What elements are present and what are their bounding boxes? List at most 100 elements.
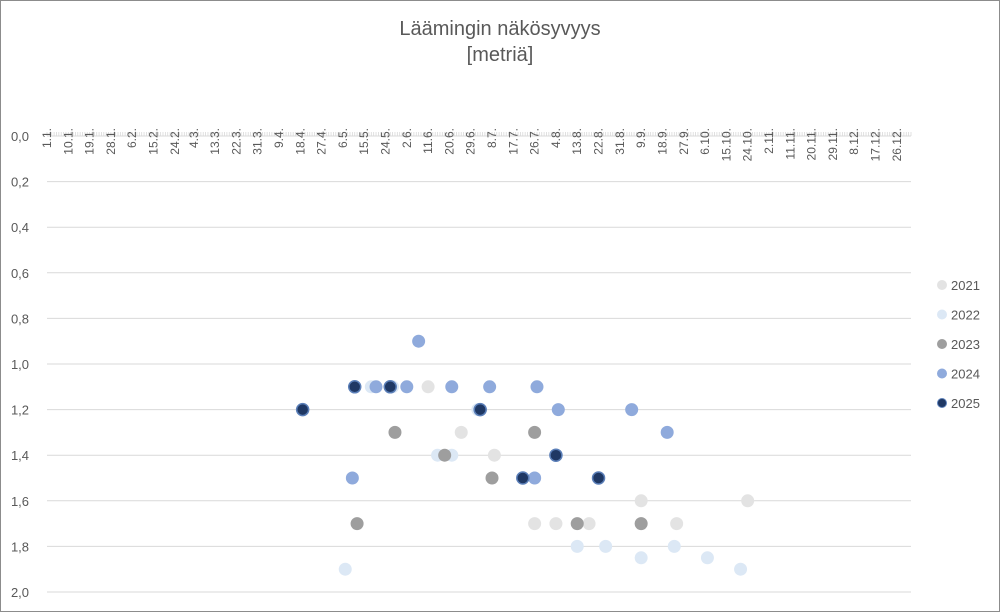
data-point-2024 — [483, 380, 497, 394]
x-tick-label: 24.5. — [378, 128, 392, 155]
data-point-2023 — [350, 517, 364, 531]
data-point-2022 — [599, 539, 613, 553]
data-point-2022 — [634, 551, 648, 565]
x-tick-label: 22.3. — [229, 128, 243, 155]
x-tick-label: 15.5. — [357, 128, 371, 155]
data-point-2024 — [400, 380, 414, 394]
legend-label-2021: 2021 — [951, 278, 980, 293]
chart-title-line: Läämingin näkösyvyys — [399, 18, 601, 40]
data-point-2023 — [634, 517, 648, 531]
data-point-2024 — [445, 380, 459, 394]
data-point-2025 — [383, 380, 397, 394]
legend-label-2023: 2023 — [951, 337, 980, 352]
x-tick-label: 4.8. — [549, 128, 563, 148]
y-tick-label: 1,2 — [11, 403, 29, 418]
data-point-2023 — [528, 425, 542, 439]
x-tick-label: 8.7. — [485, 128, 499, 148]
x-tick-label: 26.7. — [528, 128, 542, 155]
data-point-2024 — [369, 380, 383, 394]
data-point-2025 — [473, 402, 487, 417]
legend-marker-2023 — [937, 339, 947, 349]
x-tick-label: 22.8. — [592, 128, 606, 155]
x-tick-label: 15.2. — [147, 128, 161, 155]
x-tick-label: 27.4. — [315, 128, 329, 155]
y-tick-label: 0,4 — [11, 220, 29, 235]
data-point-2022 — [338, 562, 352, 576]
legend-marker-2024 — [937, 368, 947, 379]
y-tick-label: 0,6 — [11, 266, 29, 281]
data-point-2021 — [487, 448, 501, 462]
y-tick-label: 2,0 — [11, 585, 29, 600]
x-tick-label: 13.3. — [208, 128, 222, 155]
x-tick-label: 11.11. — [783, 128, 797, 160]
data-point-2021 — [634, 494, 648, 508]
x-tick-label: 17.12. — [868, 128, 882, 161]
legend-marker-2021 — [937, 280, 947, 290]
data-point-2021 — [549, 517, 563, 531]
data-point-2023 — [388, 425, 402, 439]
x-tick-label: 9.4. — [272, 128, 286, 148]
x-tick-label: 2.11. — [762, 128, 776, 154]
data-point-2021 — [741, 494, 755, 508]
data-point-2024 — [660, 425, 674, 439]
x-tick-label: 28.1. — [104, 128, 118, 155]
data-point-2021 — [582, 517, 596, 531]
data-point-2025 — [347, 380, 362, 394]
x-tick-label: 24.10. — [741, 128, 755, 161]
y-tick-label: 1,4 — [11, 448, 29, 463]
data-point-2023 — [438, 448, 452, 462]
data-point-2025 — [591, 471, 606, 485]
x-tick-label: 8.12. — [847, 128, 861, 155]
x-tick-label: 9.9. — [634, 128, 648, 148]
data-point-2024 — [530, 380, 544, 394]
data-point-2024 — [625, 403, 639, 417]
x-tick-label: 19.1. — [83, 128, 97, 155]
x-tick-label: 20.6. — [442, 128, 456, 155]
x-tick-label: 4.3. — [187, 128, 201, 148]
x-tick-label: 11.6. — [421, 128, 435, 154]
y-tick-label: 0,0 — [11, 129, 29, 144]
x-tick-label: 2.6. — [400, 128, 414, 148]
legend-label-2022: 2022 — [951, 308, 980, 323]
x-tick-label: 29.6. — [464, 128, 478, 155]
x-tick-label: 17.7. — [506, 128, 520, 155]
y-tick-label: 0,2 — [11, 175, 29, 190]
x-tick-label: 18.9. — [655, 128, 669, 155]
data-point-2021 — [421, 380, 435, 394]
x-tick-label: 10.1. — [61, 128, 75, 155]
data-point-2021 — [454, 425, 468, 439]
data-point-2022 — [700, 551, 714, 565]
data-point-2024 — [412, 334, 426, 348]
y-tick-label: 1,0 — [11, 357, 29, 372]
data-point-2022 — [570, 539, 584, 553]
y-tick-label: 1,6 — [11, 494, 29, 509]
x-tick-label: 6.5. — [336, 128, 350, 148]
chart-title: Läämingin näkösyvyys [metriä] — [0, 16, 1000, 68]
data-point-2023 — [485, 471, 499, 485]
x-tick-label: 15.10. — [719, 128, 733, 161]
x-tick-label: 31.8. — [613, 128, 627, 155]
data-point-2025 — [516, 471, 530, 485]
data-point-2024 — [551, 403, 565, 417]
chart-subtitle: [metriä] — [466, 44, 534, 66]
data-point-2024 — [528, 471, 542, 485]
data-point-2023 — [570, 517, 584, 531]
y-tick-label: 0,8 — [11, 311, 29, 326]
y-tick-label: 1,8 — [11, 539, 29, 554]
legend-label-2024: 2024 — [951, 367, 980, 382]
data-point-2022 — [734, 562, 748, 576]
legend-marker-2022 — [937, 309, 947, 320]
x-tick-label: 29.11. — [826, 128, 840, 160]
data-point-2024 — [345, 471, 359, 485]
data-point-2022 — [667, 539, 681, 553]
legend-marker-2025 — [937, 398, 947, 408]
x-tick-label: 31.3. — [251, 128, 265, 155]
data-point-2021 — [528, 517, 542, 531]
x-tick-label: 13.8. — [570, 128, 584, 155]
data-point-2021 — [670, 517, 684, 531]
x-tick-label: 6.2. — [125, 128, 139, 148]
x-tick-label: 24.2. — [168, 128, 182, 155]
data-point-2025 — [295, 402, 310, 417]
data-point-2025 — [549, 448, 563, 462]
